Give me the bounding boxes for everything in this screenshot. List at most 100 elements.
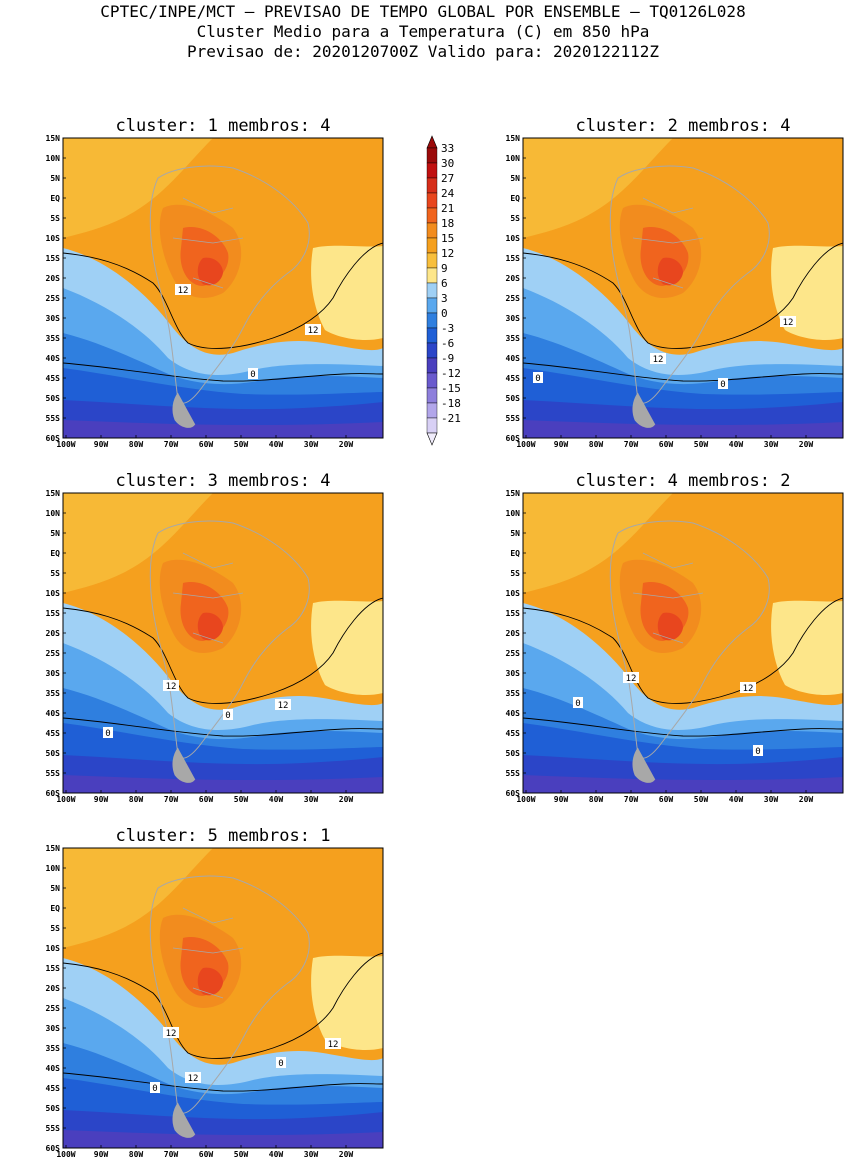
contour-label: 0 — [535, 374, 540, 384]
lat-tick-label: 25S — [506, 649, 521, 658]
lon-tick-label: 80W — [589, 795, 604, 804]
lat-tick-label: 55S — [46, 414, 61, 423]
contour-label: 12 — [166, 682, 177, 692]
contour-label: 0 — [720, 380, 725, 390]
lat-tick-label: 20S — [46, 984, 61, 993]
contour-label-box — [163, 680, 179, 691]
colorbar-arrow-bottom — [426, 432, 438, 446]
lat-tick-label: 45S — [506, 374, 521, 383]
lat-tick-label: 25S — [46, 294, 61, 303]
lat-tick-label: 30S — [46, 314, 61, 323]
lat-tick-label: 25S — [506, 294, 521, 303]
lat-tick-label: 40S — [46, 709, 61, 718]
lat-tick-label: 5N — [50, 529, 60, 538]
colorbar-swatch — [426, 237, 438, 254]
colorbar-swatch — [426, 222, 438, 239]
lat-tick-label: 60S — [46, 789, 61, 798]
map-frame — [522, 492, 844, 794]
lat-tick-label: 20S — [46, 629, 61, 638]
contour-label-box — [150, 1082, 160, 1093]
lon-tick-label: 30W — [304, 440, 319, 449]
lat-tick-label: 15N — [506, 489, 521, 498]
colorbar-label: 9 — [441, 262, 448, 275]
lat-tick-label: 50S — [506, 394, 521, 403]
contour-label-box — [275, 699, 291, 710]
contour-label-box — [533, 372, 543, 383]
colorbar-label: 27 — [441, 172, 454, 185]
lon-tick-label: 50W — [234, 440, 249, 449]
colorbar-swatch — [426, 267, 438, 284]
lat-tick-label: EQ — [510, 549, 520, 558]
lat-tick-label: 5N — [50, 174, 60, 183]
lat-tick-label: 30S — [46, 1024, 61, 1033]
lon-tick-label: 90W — [554, 795, 569, 804]
contour-label-box — [650, 353, 666, 364]
colorbar-label: -12 — [441, 367, 461, 380]
lon-tick-label: 80W — [589, 440, 604, 449]
colorbar-swatch — [426, 162, 438, 179]
lon-tick-label: 100W — [56, 440, 75, 449]
colorbar-swatch — [426, 147, 438, 164]
map-panel: cluster: 1 membros: 4 15N 10N 5N EQ 5S 10S 15S 2… — [46, 116, 384, 449]
lon-tick-label: 60W — [659, 440, 674, 449]
lat-tick-label: 40S — [506, 709, 521, 718]
lat-tick-label: 60S — [46, 434, 61, 443]
lon-tick-label: 90W — [554, 440, 569, 449]
lat-tick-label: 15N — [506, 134, 521, 143]
lon-tick-label: 80W — [129, 440, 144, 449]
contour-label-box — [305, 324, 321, 335]
lat-tick-label: 60S — [506, 434, 521, 443]
map-field — [63, 848, 383, 1148]
lat-tick-label: 5S — [50, 924, 60, 933]
colorbar-swatch — [426, 312, 438, 329]
lon-tick-label: 40W — [269, 1150, 284, 1157]
lon-tick-label: 80W — [129, 795, 144, 804]
map-frame — [62, 847, 384, 1149]
colorbar-label: 12 — [441, 247, 454, 260]
colorbar-swatch — [426, 387, 438, 404]
colorbar-label: 3 — [441, 292, 448, 305]
lat-tick-label: 45S — [46, 1084, 61, 1093]
lat-tick-label: 35S — [46, 1044, 61, 1053]
lat-tick-label: EQ — [50, 194, 60, 203]
lat-tick-label: 15N — [46, 134, 61, 143]
lon-tick-label: 20W — [799, 795, 814, 804]
lat-tick-label: EQ — [50, 904, 60, 913]
lat-tick-label: 40S — [506, 354, 521, 363]
map-field — [523, 138, 843, 438]
lat-tick-label: 20S — [46, 274, 61, 283]
lon-tick-label: 100W — [56, 795, 75, 804]
map-field — [63, 138, 383, 438]
lat-tick-label: 35S — [506, 334, 521, 343]
contour-label: 0 — [152, 1084, 157, 1094]
map-panel: cluster: 4 membros: 2 15N 10N 5N EQ 5S 10S 15S 2… — [506, 471, 844, 804]
lat-tick-label: 45S — [46, 374, 61, 383]
lat-tick-label: 10S — [46, 234, 61, 243]
contour-label-box — [780, 316, 796, 327]
lat-tick-label: 5N — [510, 529, 520, 538]
lon-tick-label: 40W — [269, 440, 284, 449]
colorbar-label: -3 — [441, 322, 454, 335]
panel-title: cluster: 3 membros: 4 — [116, 471, 331, 491]
contour-label-box — [175, 284, 191, 295]
lon-tick-label: 40W — [729, 440, 744, 449]
colorbar-swatch — [426, 282, 438, 299]
contour-label-box — [740, 682, 756, 693]
lat-tick-label: 5S — [50, 214, 60, 223]
lat-tick-label: 30S — [46, 669, 61, 678]
lon-tick-label: 90W — [94, 795, 109, 804]
lon-tick-label: 40W — [269, 795, 284, 804]
contour-label: 12 — [328, 1040, 339, 1050]
colorbar-arrow-top — [426, 135, 438, 149]
colorbar-label: 6 — [441, 277, 448, 290]
map-frame — [62, 492, 384, 794]
colorbar-swatch — [426, 297, 438, 314]
lat-tick-label: 55S — [46, 1124, 61, 1133]
map-frame — [522, 137, 844, 439]
lat-tick-label: 10N — [506, 509, 521, 518]
map-panel: cluster: 5 membros: 1 15N 10N 5N EQ 5S 10S 15S 2… — [46, 826, 384, 1159]
panel-title: cluster: 2 membros: 4 — [576, 116, 791, 136]
contour-label: 12 — [743, 684, 754, 694]
